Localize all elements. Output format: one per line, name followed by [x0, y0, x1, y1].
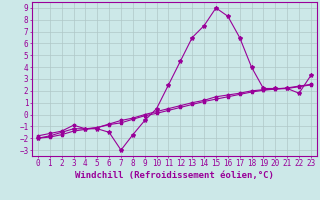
X-axis label: Windchill (Refroidissement éolien,°C): Windchill (Refroidissement éolien,°C): [75, 171, 274, 180]
